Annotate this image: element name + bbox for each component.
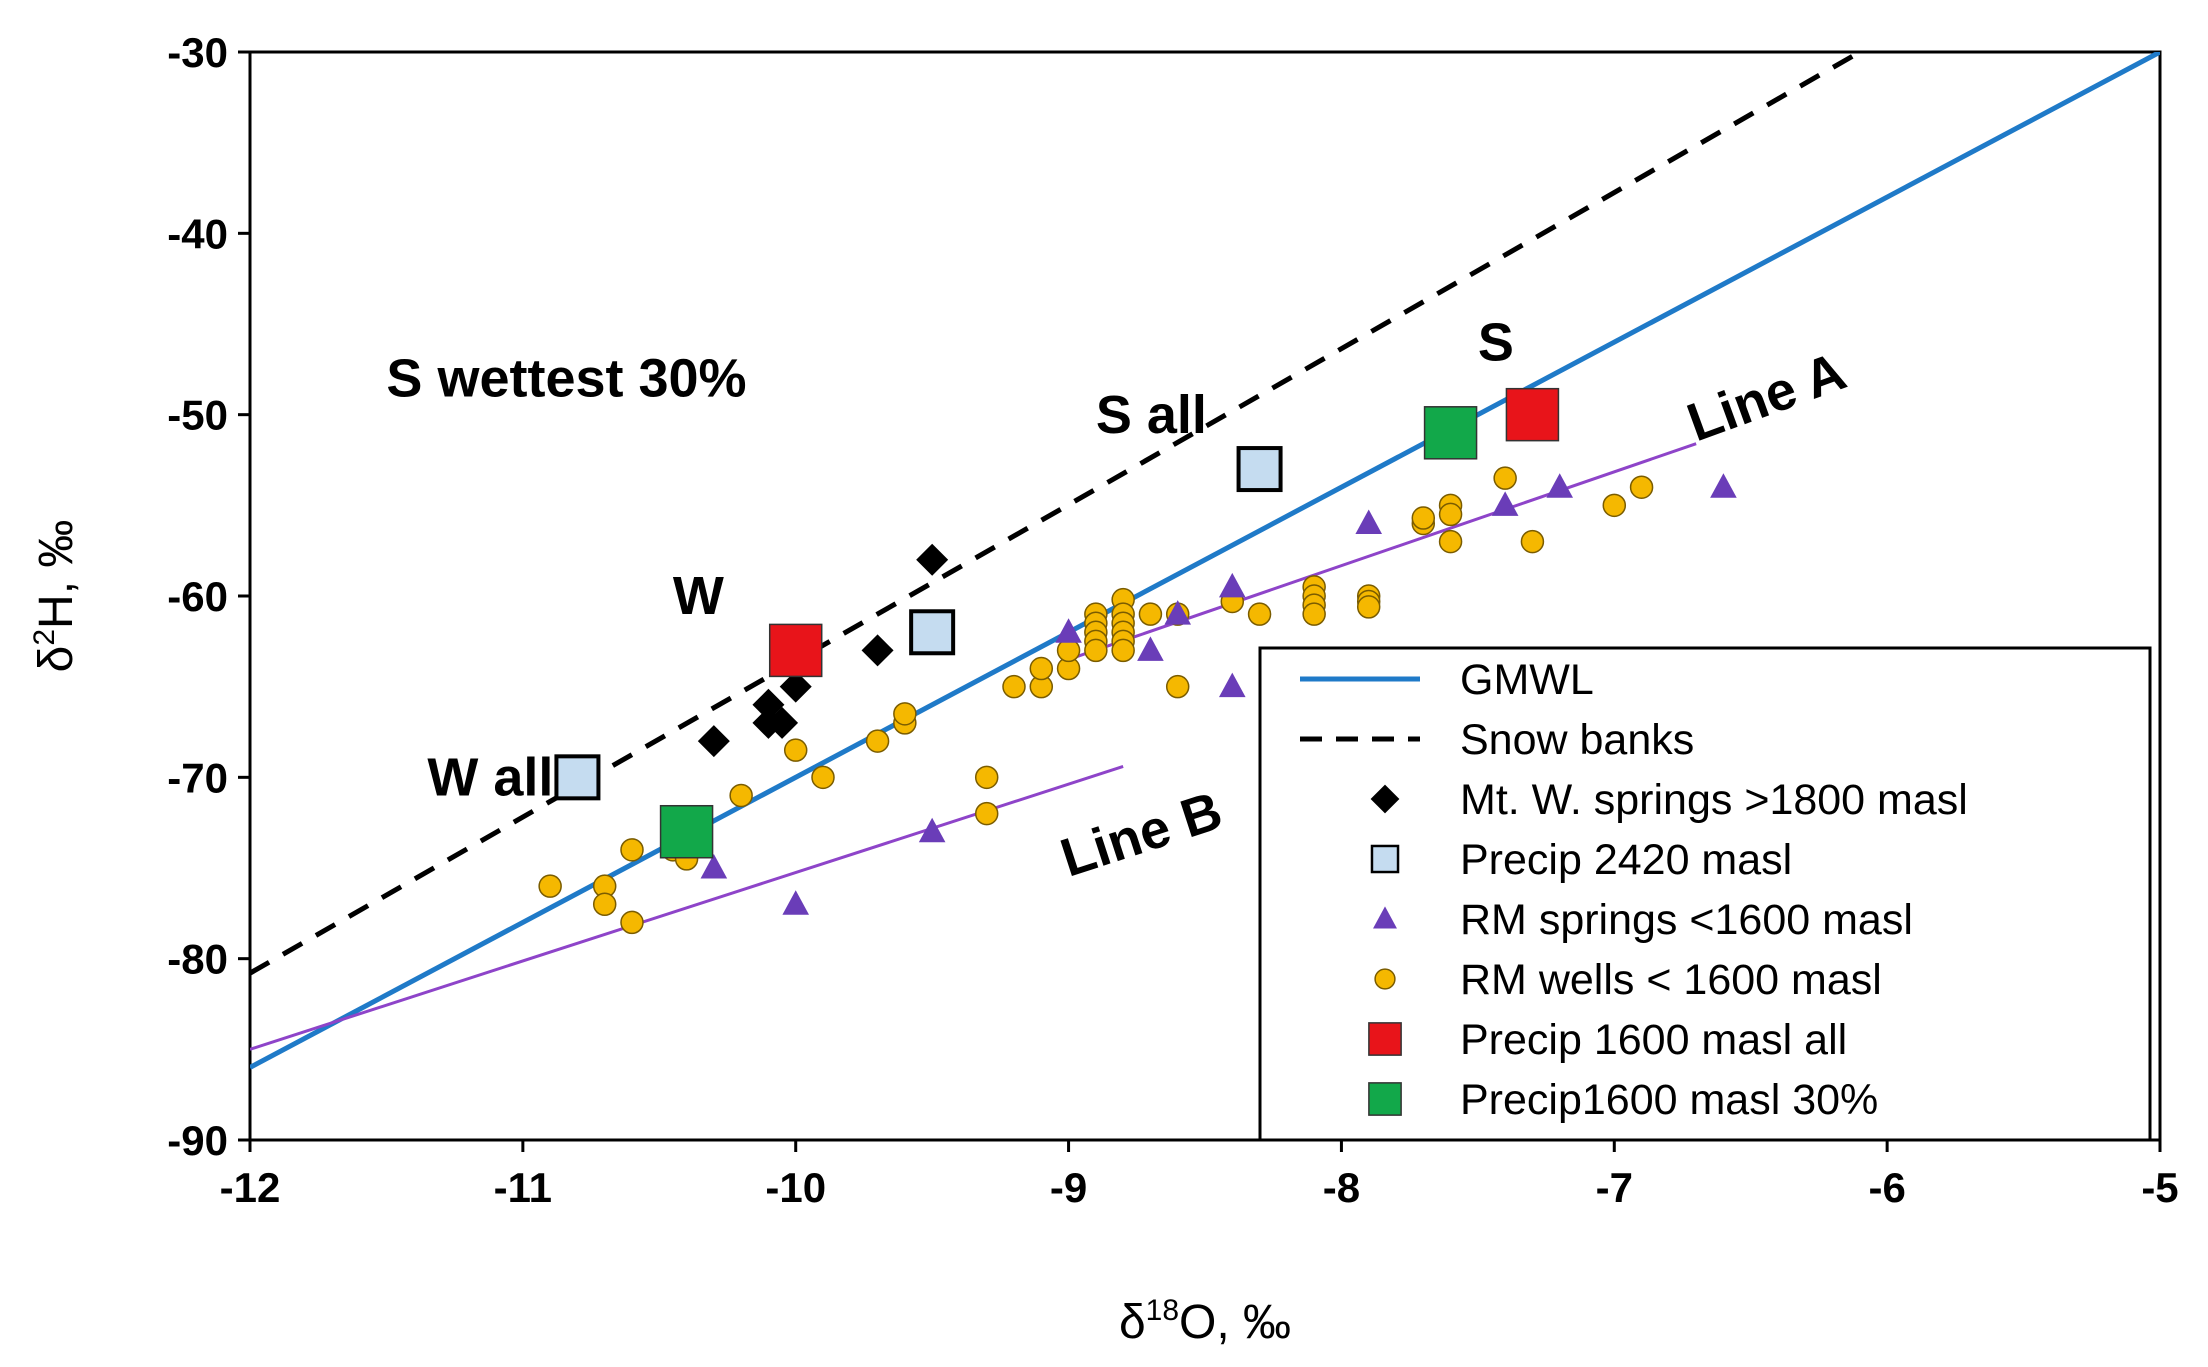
point-rm-wells-1600-masl	[592, 892, 617, 917]
annotation-w-all: W all	[427, 747, 553, 807]
point-rm-springs-1600-masl	[1055, 618, 1082, 643]
legend-label-snow-banks: Snow banks	[1460, 716, 1694, 764]
point-rm-springs-1600-masl	[1218, 572, 1246, 598]
legend: GMWL Snow banks Mt. W. springs >1800 masl P…	[1258, 646, 2152, 1142]
point-rm-wells-1600-masl	[1002, 674, 1026, 699]
trend-lines	[250, 52, 2160, 1070]
legend-key-precip-2420-masl	[1370, 844, 1400, 874]
point-rm-wells-1600-masl	[1302, 602, 1326, 626]
y-tick-label: -80	[167, 936, 228, 983]
point-rm-wells-1600-masl	[811, 765, 835, 790]
point-rm-springs-1600-masl	[918, 817, 946, 843]
point-rm-wells-1600-masl	[1356, 595, 1381, 619]
point-rm-wells-1600-masl	[1411, 506, 1436, 530]
legend-label-mt-w-springs-1800-masl: Mt. W. springs >1800 masl	[1460, 776, 1968, 824]
point-rm-springs-1600-masl	[700, 854, 728, 879]
legend-label-gmwl: GMWL	[1460, 656, 1594, 704]
legend-key-precip1600-masl-30	[1368, 1082, 1402, 1116]
data-points	[538, 387, 1737, 935]
y-tick-label: -30	[167, 29, 228, 76]
point-rm-springs-1600-masl	[1137, 636, 1164, 661]
point-precip-2420-masl	[909, 609, 956, 656]
point-rm-wells-1600-masl	[1138, 602, 1163, 626]
legend-key-mt-w-springs-1800-masl	[1370, 784, 1400, 814]
y-tick-label: -50	[167, 392, 228, 439]
point-rm-wells-1600-masl	[1629, 475, 1654, 499]
line-snow-banks	[250, 52, 1862, 976]
point-rm-wells-1600-masl	[974, 765, 999, 790]
point-rm-wells-1600-masl	[1247, 602, 1272, 626]
legend-box	[1258, 646, 2152, 1142]
axes: -12 -11 -10 -9 -8 -7 -6 -5 -90 -80 -70 -60 -50 -40 -30…	[28, 29, 2179, 1349]
line-gmwl	[250, 52, 2160, 1070]
x-tick-label: -9	[1050, 1164, 1087, 1211]
annotation-s: S	[1478, 312, 1514, 372]
point-precip-2420-masl	[1236, 446, 1283, 493]
legend-key-rm-springs-1600-masl	[1373, 906, 1397, 929]
x-tick-label: -11	[494, 1164, 552, 1211]
point-rm-springs-1600-masl	[782, 890, 810, 915]
legend-key-precip-1600-masl-all	[1368, 1022, 1402, 1056]
point-rm-wells-1600-masl	[865, 729, 890, 753]
point-rm-springs-1600-masl	[1491, 491, 1519, 516]
legend-label-rm-wells-1600-masl: RM wells < 1600 masl	[1460, 956, 1882, 1004]
point-rm-wells-1600-masl	[620, 838, 644, 862]
point-mt-w-springs-1800-masl	[779, 670, 812, 703]
x-axis-label: δ18O, ‰	[1119, 1294, 1291, 1349]
point-precip1600-masl-30	[659, 804, 714, 859]
point-rm-springs-1600-masl	[1710, 473, 1737, 498]
x-tick-label: -10	[765, 1164, 826, 1211]
legend-label-precip-1600-masl-all: Precip 1600 masl all	[1460, 1016, 1847, 1064]
point-precip-2420-masl	[554, 754, 601, 801]
legend-label-precip-2420-masl: Precip 2420 masl	[1460, 836, 1792, 884]
point-precip-1600-masl-all	[768, 623, 823, 678]
y-tick-label: -60	[167, 573, 228, 620]
x-tick-label: -8	[1323, 1164, 1360, 1211]
point-rm-springs-1600-masl	[1164, 600, 1192, 625]
point-rm-wells-1600-masl	[1602, 493, 1627, 518]
point-rm-wells-1600-masl	[1493, 466, 1517, 490]
point-rm-wells-1600-masl	[974, 801, 999, 826]
point-rm-wells-1600-masl	[1111, 638, 1135, 663]
annotation-s-wettest-30: S wettest 30%	[386, 349, 746, 409]
x-tick-label: -6	[1868, 1164, 1905, 1211]
point-rm-wells-1600-masl	[1520, 529, 1545, 554]
x-tick-label: -12	[220, 1164, 281, 1211]
point-rm-springs-1600-masl	[1355, 509, 1383, 534]
point-precip1600-masl-30	[1423, 406, 1478, 460]
point-rm-wells-1600-masl	[729, 783, 753, 808]
y-tick-label: -70	[167, 754, 228, 801]
point-rm-wells-1600-masl	[620, 910, 644, 935]
point-rm-wells-1600-masl	[1438, 502, 1463, 527]
y-tick-label: -90	[167, 1117, 228, 1164]
point-rm-springs-1600-masl	[1218, 672, 1246, 698]
point-precip-1600-masl-all	[1505, 387, 1560, 442]
y-tick-label: -40	[167, 210, 228, 257]
annotation-w: W	[673, 566, 724, 626]
legend-label-precip1600-masl-30: Precip1600 masl 30%	[1460, 1076, 1878, 1124]
point-mt-w-springs-1800-masl	[916, 543, 949, 576]
annotation-s-all: S all	[1096, 385, 1207, 445]
point-rm-wells-1600-masl	[1084, 638, 1108, 663]
point-rm-wells-1600-masl	[783, 738, 808, 762]
point-rm-wells-1600-masl	[1438, 529, 1463, 554]
x-tick-label: -7	[1596, 1164, 1633, 1211]
y-axis-label: δ2H, ‰	[28, 520, 83, 673]
point-mt-w-springs-1800-masl	[697, 725, 730, 758]
x-tick-label: -5	[2141, 1164, 2178, 1211]
point-rm-wells-1600-masl	[1165, 674, 1190, 699]
legend-label-rm-springs-1600-masl: RM springs <1600 masl	[1460, 896, 1913, 944]
point-rm-wells-1600-masl	[893, 702, 917, 726]
point-mt-w-springs-1800-masl	[766, 706, 799, 739]
legend-key-rm-wells-1600-masl	[1374, 968, 1396, 990]
point-rm-wells-1600-masl	[538, 874, 562, 898]
point-mt-w-springs-1800-masl	[861, 634, 894, 667]
point-rm-springs-1600-masl	[1546, 473, 1574, 498]
point-rm-wells-1600-masl	[1029, 656, 1054, 681]
